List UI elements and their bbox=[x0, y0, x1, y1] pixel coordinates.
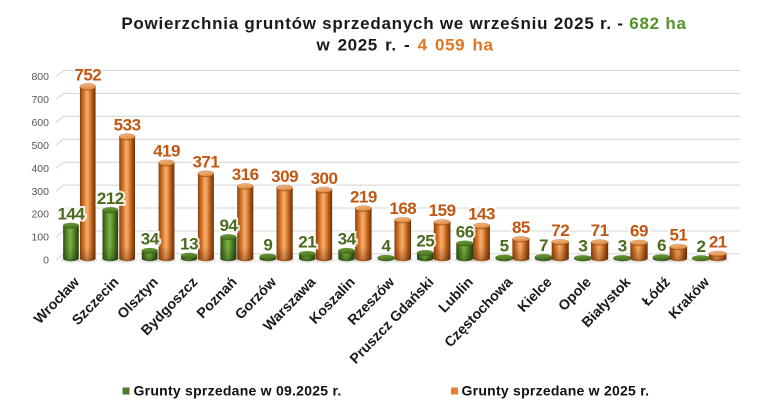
svg-text:300: 300 bbox=[311, 169, 338, 188]
svg-text:300: 300 bbox=[31, 186, 49, 198]
svg-text:69: 69 bbox=[630, 222, 648, 241]
svg-text:500: 500 bbox=[31, 140, 49, 152]
svg-text:419: 419 bbox=[153, 142, 180, 161]
svg-text:0: 0 bbox=[43, 255, 49, 267]
svg-text:w 2025 r. - 4 059 ha: w 2025 r. - 4 059 ha bbox=[315, 36, 493, 55]
svg-text:316: 316 bbox=[232, 165, 259, 184]
svg-text:533: 533 bbox=[114, 116, 141, 135]
svg-text:752: 752 bbox=[74, 66, 101, 85]
svg-text:800: 800 bbox=[31, 71, 49, 83]
svg-text:72: 72 bbox=[551, 221, 569, 240]
svg-text:400: 400 bbox=[31, 163, 49, 175]
svg-text:200: 200 bbox=[31, 209, 49, 221]
svg-text:100: 100 bbox=[31, 232, 49, 244]
svg-text:219: 219 bbox=[350, 187, 377, 206]
svg-text:7: 7 bbox=[539, 236, 548, 255]
svg-text:2: 2 bbox=[697, 237, 706, 256]
svg-text:3: 3 bbox=[618, 237, 627, 256]
svg-text:144: 144 bbox=[57, 205, 85, 224]
svg-text:Powierzchnia gruntów sprzedany: Powierzchnia gruntów sprzedanych we wrze… bbox=[121, 14, 686, 33]
svg-text:168: 168 bbox=[389, 199, 416, 218]
svg-text:159: 159 bbox=[429, 201, 456, 220]
svg-text:13: 13 bbox=[180, 234, 198, 253]
svg-text:71: 71 bbox=[591, 221, 609, 240]
svg-text:309: 309 bbox=[271, 167, 298, 186]
svg-text:600: 600 bbox=[31, 117, 49, 129]
svg-text:34: 34 bbox=[141, 230, 160, 249]
svg-text:51: 51 bbox=[669, 226, 687, 245]
svg-text:6: 6 bbox=[657, 236, 666, 255]
svg-text:371: 371 bbox=[192, 153, 219, 172]
svg-text:Grunty sprzedane w 2025 r.: Grunty sprzedane w 2025 r. bbox=[462, 383, 650, 399]
svg-text:85: 85 bbox=[512, 218, 530, 237]
svg-text:21: 21 bbox=[709, 233, 727, 252]
svg-text:3: 3 bbox=[578, 237, 587, 256]
svg-text:212: 212 bbox=[97, 189, 124, 208]
svg-text:94: 94 bbox=[219, 216, 238, 235]
svg-text:9: 9 bbox=[263, 235, 272, 254]
svg-text:21: 21 bbox=[298, 233, 316, 252]
svg-text:143: 143 bbox=[468, 205, 495, 224]
svg-text:66: 66 bbox=[456, 222, 474, 241]
svg-text:25: 25 bbox=[416, 232, 434, 251]
svg-text:4: 4 bbox=[382, 237, 392, 256]
svg-text:700: 700 bbox=[31, 94, 49, 106]
svg-text:5: 5 bbox=[500, 236, 509, 255]
svg-text:34: 34 bbox=[338, 230, 357, 249]
svg-text:Grunty sprzedane w 09.2025 r.: Grunty sprzedane w 09.2025 r. bbox=[134, 383, 342, 399]
